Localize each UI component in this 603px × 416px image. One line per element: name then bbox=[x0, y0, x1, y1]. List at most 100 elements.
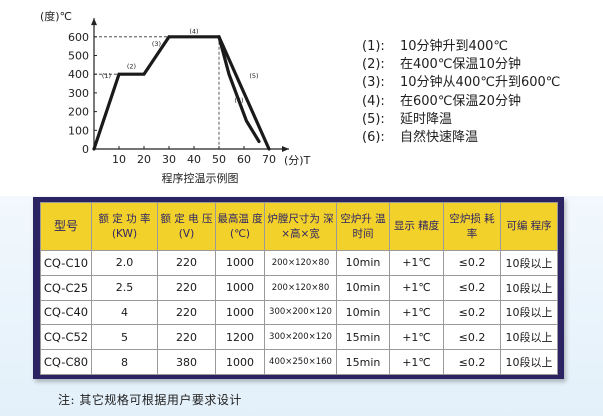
table-cell: 1200 bbox=[215, 324, 265, 351]
table-cell: 400×250×160 bbox=[264, 349, 337, 375]
segment-annotation: (5) bbox=[249, 72, 258, 80]
series-line-1 bbox=[92, 35, 271, 151]
table-cell: +1℃ bbox=[389, 324, 444, 351]
legend-item: (1): 10分钟升到400℃ bbox=[362, 38, 560, 56]
table-cell: ≤0.2 bbox=[443, 324, 501, 351]
y-unit-label: (度)℃ bbox=[40, 9, 72, 23]
legend-item-number: (1): bbox=[362, 39, 385, 54]
column-header: 最高温 度(℃) bbox=[215, 202, 265, 251]
table-cell: 10min bbox=[336, 299, 390, 326]
table-cell: +1℃ bbox=[389, 250, 444, 276]
x-tick-label: 30 bbox=[162, 153, 176, 166]
table-row: CQ-C10 2.0 220 1000 200×120×80 10min +1℃ ≤0.2 10… bbox=[40, 250, 558, 276]
table-cell: 10min bbox=[336, 250, 390, 276]
table-cell: 1000 bbox=[215, 250, 265, 276]
table-cell: CQ-C10 bbox=[40, 250, 92, 276]
table-cell: CQ-C52 bbox=[40, 324, 92, 351]
table-header-row: 型号额 定 功 率(KW) 额 定 电 压(V) 最高温 度(℃) 炉膛尺寸为 深×高… bbox=[40, 202, 558, 251]
chart-title: 程序控温示例图 bbox=[162, 171, 239, 185]
x-tick-label: 50 bbox=[212, 153, 226, 166]
column-header: 可编 程序 bbox=[500, 202, 558, 251]
y-tick-label: 100 bbox=[68, 124, 89, 137]
x-unit-label: (分)T bbox=[284, 154, 311, 167]
table-cell: CQ-C40 bbox=[40, 299, 92, 326]
y-tick-label: 400 bbox=[68, 68, 89, 81]
y-tick-label: 0 bbox=[82, 143, 89, 156]
table-cell: CQ-C25 bbox=[40, 274, 92, 301]
table-cell: 200×120×80 bbox=[264, 250, 337, 276]
y-tick-label: 500 bbox=[68, 50, 89, 63]
legend-item: (2): 在400℃保温10分钟 bbox=[362, 56, 560, 74]
table-cell: 1000 bbox=[215, 274, 265, 301]
legend-item: (3): 10分钟从400℃升到600℃ bbox=[362, 74, 560, 92]
table-cell: 300×200×120 bbox=[264, 299, 337, 326]
y-tick-label: 600 bbox=[68, 31, 89, 44]
table-cell: +1℃ bbox=[389, 299, 444, 326]
column-header: 显示 精度 bbox=[389, 202, 444, 251]
x-tick-label: 20 bbox=[137, 153, 151, 166]
table-row: CQ-C80 8 380 1000 400×250×160 15min +1℃ ≤0.2 10段… bbox=[40, 349, 558, 375]
table-cell: 220 bbox=[157, 250, 216, 276]
temperature-program-chart: 10 20 30 40 50 60 70 0 100 200 300 400 500 600 (度)℃ (分)… bbox=[40, 9, 311, 185]
x-tick-label: 10 bbox=[112, 153, 126, 166]
table-cell: +1℃ bbox=[389, 274, 444, 301]
y-axis-arrow bbox=[91, 18, 97, 26]
table-cell: ≤0.2 bbox=[443, 250, 501, 276]
legend-item: (5): 延时降温 bbox=[362, 111, 560, 129]
table-cell: 15min bbox=[336, 324, 390, 351]
segment-annotation: (4) bbox=[189, 27, 198, 35]
table-cell: 220 bbox=[157, 274, 216, 301]
column-header: 型号 bbox=[40, 202, 92, 251]
segment-annotation: (2) bbox=[127, 63, 136, 71]
segment-annotation: (3) bbox=[152, 40, 161, 48]
legend-item-number: (3): bbox=[362, 75, 385, 91]
table-cell: 10段以上 bbox=[500, 299, 558, 326]
table-row: CQ-C25 2.5 220 1000 200×120×80 10min +1℃ ≤0.2 10… bbox=[40, 274, 558, 301]
legend-item-number: (4): bbox=[362, 93, 385, 109]
table-cell: 5 bbox=[91, 324, 158, 351]
program-legend: (1): 10分钟升到400℃ (2): 在400℃保温10分钟 (3): 10分钟从40… bbox=[362, 38, 560, 147]
spec-table: 型号额 定 功 率(KW) 额 定 电 压(V) 最高温 度(℃) 炉膛尺寸为 深×高… bbox=[40, 202, 558, 375]
table-cell: 8 bbox=[91, 349, 158, 375]
column-header: 额 定 电 压(V) bbox=[157, 202, 216, 251]
x-tick-label: 60 bbox=[237, 153, 251, 166]
table-cell: 1000 bbox=[215, 349, 265, 375]
y-tick-label: 200 bbox=[68, 106, 89, 119]
column-header: 空炉损 耗 率 bbox=[443, 202, 501, 251]
legend-item-text: 10分钟从400℃升到600℃ bbox=[400, 75, 561, 91]
table-cell: 10段以上 bbox=[500, 324, 558, 351]
legend-item-number: (6): bbox=[362, 130, 385, 146]
table-cell: 300×200×120 bbox=[264, 324, 337, 351]
table-cell: 10min bbox=[336, 274, 390, 301]
table-row: CQ-C40 4 220 1000 300×200×120 10min +1℃ ≤0.2 10段… bbox=[40, 299, 558, 326]
table-cell: 2.5 bbox=[91, 274, 158, 301]
table-cell: 380 bbox=[157, 349, 216, 375]
segment-annotation: (1) bbox=[102, 72, 111, 80]
segment-annotation: (6) bbox=[234, 96, 243, 104]
legend-item-text: 自然快速降温 bbox=[400, 130, 479, 146]
table-cell: 1000 bbox=[215, 299, 265, 326]
column-header: 额 定 功 率(KW) bbox=[91, 202, 158, 251]
spec-table-frame: 型号额 定 功 率(KW) 额 定 电 压(V) 最高温 度(℃) 炉膛尺寸为 深×高… bbox=[33, 197, 564, 379]
series-line-2 bbox=[217, 35, 261, 144]
table-cell: 220 bbox=[157, 324, 216, 351]
column-header: 炉膛尺寸为 深×高×宽 bbox=[264, 202, 337, 251]
table-cell: 4 bbox=[91, 299, 158, 326]
x-axis-arrow bbox=[282, 146, 289, 152]
legend-item-number: (5): bbox=[362, 111, 385, 127]
table-cell: 15min bbox=[336, 349, 390, 375]
x-tick-label: 40 bbox=[187, 153, 201, 166]
x-tick-label: 70 bbox=[262, 153, 276, 166]
table-cell: 200×120×80 bbox=[264, 274, 337, 301]
y-tick-label: 300 bbox=[68, 87, 89, 100]
legend-item-number: (2): bbox=[362, 57, 385, 73]
table-cell: ≤0.2 bbox=[443, 299, 501, 326]
table-row: CQ-C52 5 220 1200 300×200×120 15min +1℃ ≤0.2 10段… bbox=[40, 324, 558, 351]
table-cell: ≤0.2 bbox=[443, 274, 501, 301]
table-cell: 10段以上 bbox=[500, 274, 558, 301]
legend-item-text: 延时降温 bbox=[400, 111, 453, 127]
table-cell: 2.0 bbox=[91, 250, 158, 276]
legend-item-text: 在600℃保温20分钟 bbox=[400, 93, 521, 109]
table-cell: ≤0.2 bbox=[443, 349, 501, 375]
